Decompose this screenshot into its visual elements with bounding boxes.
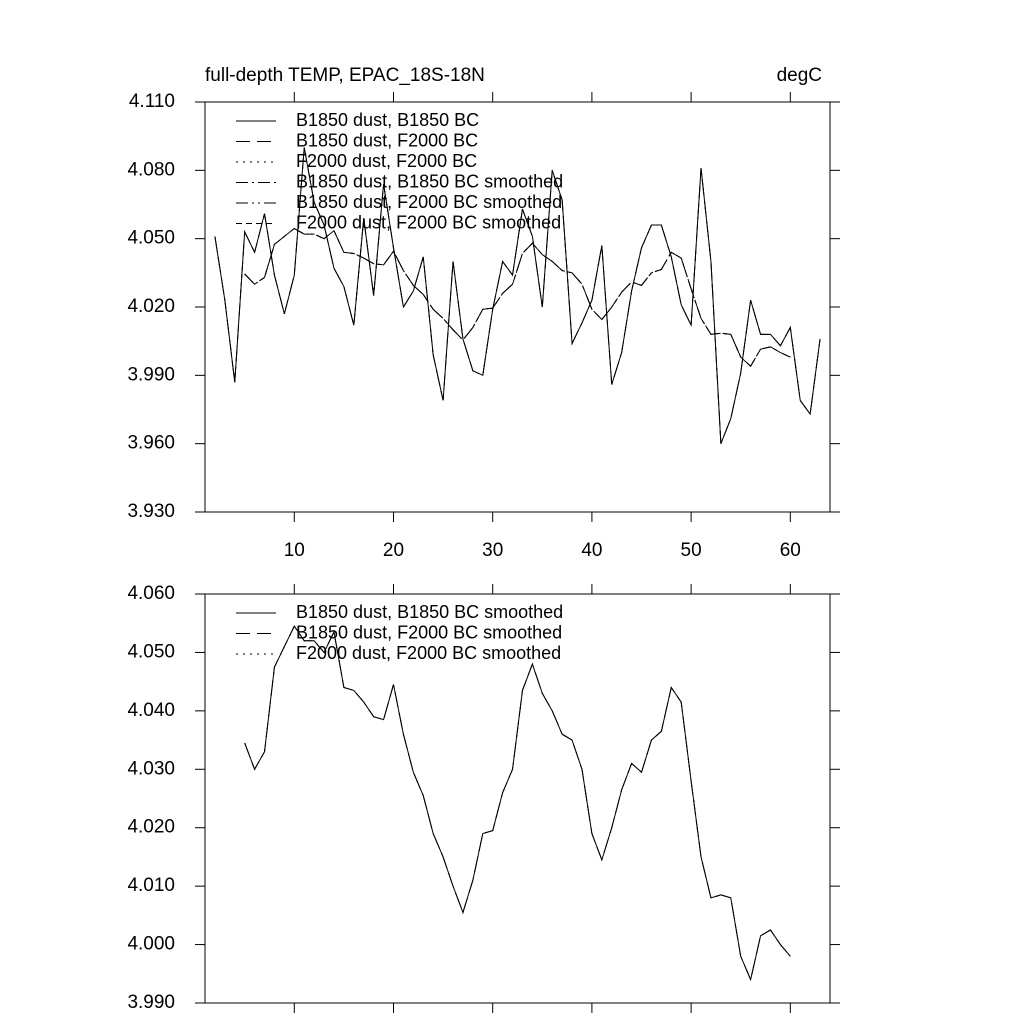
legend-label: B1850 dust, F2000 BC smoothed [296, 622, 562, 642]
data-line [244, 227, 791, 368]
data-line [244, 625, 791, 982]
y-tick-label: 4.020 [127, 817, 175, 838]
y-tick-label: 4.010 [127, 875, 175, 896]
x-tick-label: 20 [383, 540, 404, 561]
legend-label: B1850 dust, F2000 BC [296, 130, 478, 150]
y-tick-label: 4.050 [127, 641, 175, 662]
x-tick-label: 10 [284, 540, 305, 561]
data-line [244, 625, 791, 982]
legend-label: F2000 dust, F2000 BC [296, 151, 477, 171]
x-tick-label: 30 [482, 540, 503, 561]
y-tick-label: 4.040 [127, 700, 175, 721]
y-tick-label: 4.020 [127, 296, 175, 317]
data-line [244, 227, 791, 368]
y-tick-label: 3.960 [127, 433, 175, 454]
data-line [214, 147, 821, 444]
y-tick-label: 4.080 [127, 159, 175, 180]
chart-title: full-depth TEMP, EPAC_18S-18N [205, 65, 485, 86]
y-tick-label: 3.990 [127, 992, 175, 1013]
x-tick-label: 40 [581, 540, 602, 561]
y-tick-label: 4.110 [129, 91, 175, 112]
legend-label: B1850 dust, B1850 BC smoothed [296, 171, 563, 191]
x-tick-label: 50 [681, 540, 702, 561]
units-label: degC [777, 65, 822, 86]
legend-label: F2000 dust, F2000 BC smoothed [296, 212, 561, 232]
legend-label: B1850 dust, B1850 BC smoothed [296, 602, 563, 622]
y-tick-label: 3.990 [127, 364, 175, 385]
y-tick-label: 4.050 [127, 228, 175, 249]
x-tick-label: 60 [780, 540, 801, 561]
data-line [244, 625, 791, 982]
legend-label: B1850 dust, F2000 BC smoothed [296, 192, 562, 212]
legend-label: B1850 dust, B1850 BC [296, 110, 479, 130]
plot-frame [204, 593, 831, 1004]
legend-label: F2000 dust, F2000 BC smoothed [296, 643, 561, 663]
data-line [244, 227, 791, 368]
y-tick-label: 3.930 [127, 501, 175, 522]
y-tick-label: 4.000 [127, 934, 175, 955]
y-tick-label: 4.030 [127, 758, 175, 779]
y-tick-label: 4.060 [127, 583, 175, 604]
